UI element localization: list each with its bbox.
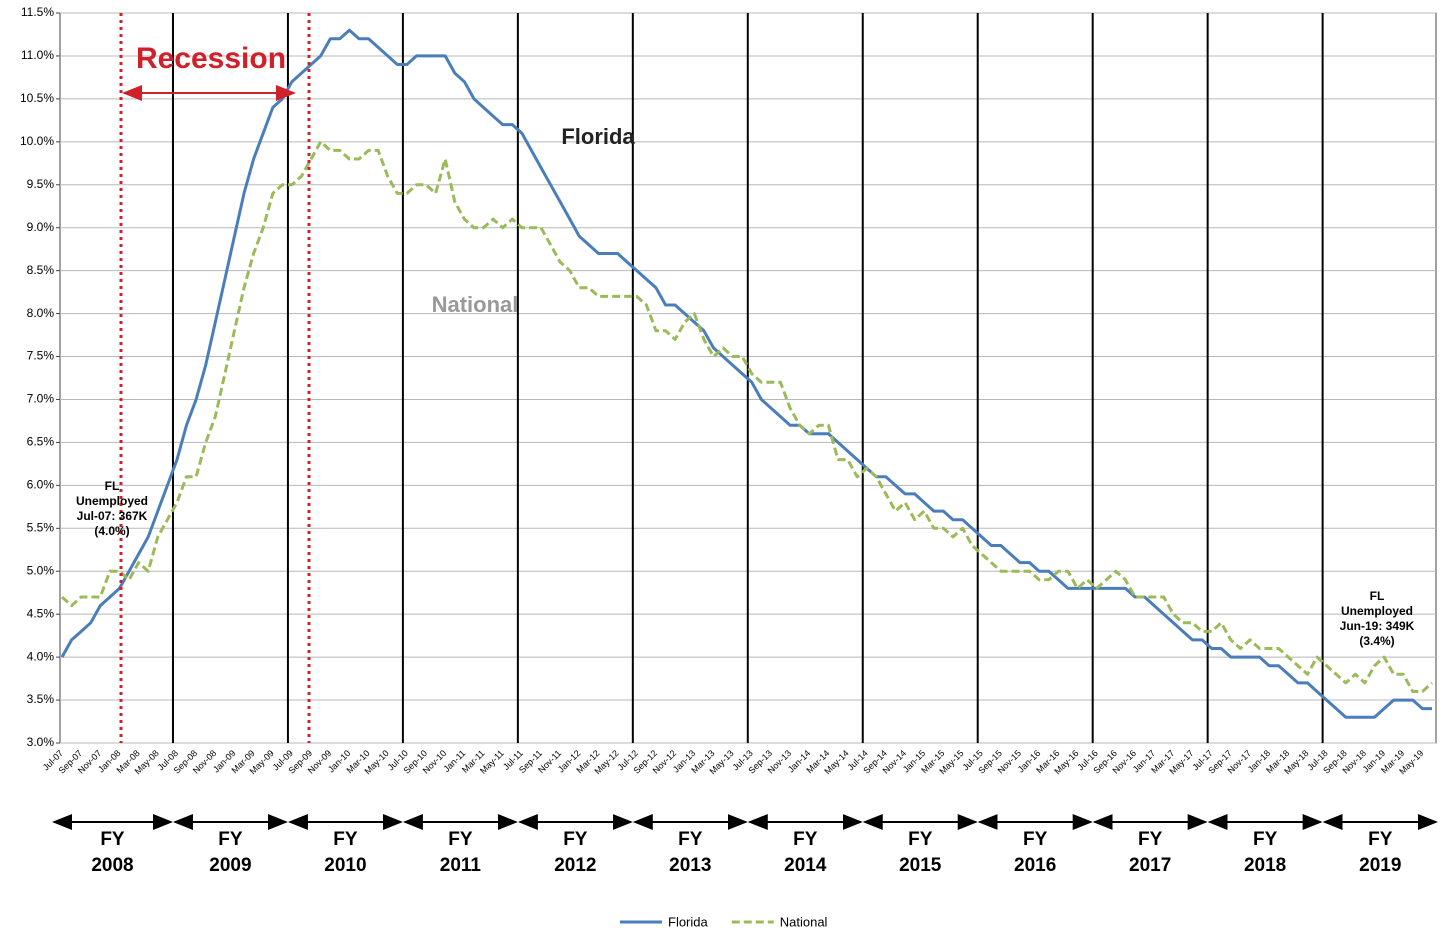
- fy-label: FY: [1023, 829, 1048, 850]
- fy-year: 2017: [1129, 855, 1171, 876]
- fy-label: FY: [1138, 829, 1163, 850]
- fy-label: FY: [218, 829, 243, 850]
- fy-label: FY: [1253, 829, 1278, 850]
- fy-label: FY: [908, 829, 933, 850]
- y-tick-label: 11.0%: [21, 48, 54, 62]
- note-line: (4.0%): [94, 524, 129, 538]
- y-tick-label: 6.0%: [27, 478, 55, 492]
- y-tick-label: 8.0%: [27, 306, 55, 320]
- y-tick-label: 5.5%: [27, 520, 55, 534]
- series-line: [60, 28, 1432, 719]
- y-tick-label: 10.5%: [20, 91, 54, 105]
- y-tick-label: 8.5%: [27, 263, 55, 277]
- fy-year: 2013: [669, 855, 711, 876]
- fy-year: 2008: [91, 855, 133, 876]
- y-tick-label: 3.0%: [27, 735, 55, 749]
- fy-year: 2019: [1359, 855, 1401, 876]
- note-line: (3.4%): [1359, 634, 1394, 648]
- fy-year: 2010: [324, 855, 366, 876]
- fy-label: FY: [1368, 829, 1393, 850]
- note-line: FL: [105, 479, 120, 493]
- note-line: Jul-07: 367K: [77, 509, 148, 523]
- y-tick-label: 6.5%: [27, 435, 55, 449]
- note-line: Jun-19: 349K: [1340, 619, 1415, 633]
- fy-year: 2018: [1244, 855, 1286, 876]
- recession-label: Recession: [136, 42, 286, 75]
- y-tick-label: 10.0%: [20, 134, 54, 148]
- fy-year: 2015: [899, 855, 942, 876]
- y-tick-label: 9.5%: [27, 177, 55, 191]
- note-line: FL: [1370, 589, 1385, 603]
- y-tick-label: 4.5%: [27, 606, 55, 620]
- fy-year: 2009: [209, 855, 251, 876]
- legend-label: Florida: [668, 914, 709, 929]
- y-tick-label: 11.5%: [21, 5, 54, 19]
- fy-label: FY: [333, 829, 358, 850]
- y-tick-label: 7.0%: [27, 392, 55, 406]
- fy-year: 2016: [1014, 855, 1056, 876]
- fy-year: 2014: [784, 855, 827, 876]
- y-tick-label: 9.0%: [27, 220, 55, 234]
- legend-label: National: [780, 914, 828, 929]
- florida-label: Florida: [561, 124, 635, 149]
- fy-year: 2011: [440, 855, 482, 876]
- fy-year: 2012: [554, 855, 596, 876]
- y-tick-label: 7.5%: [27, 349, 55, 363]
- fy-label: FY: [563, 829, 588, 850]
- fy-label: FY: [793, 829, 818, 850]
- national-label: National: [432, 292, 519, 317]
- fy-label: FY: [100, 829, 125, 850]
- note-line: Unemployed: [76, 494, 148, 508]
- fy-label: FY: [448, 829, 473, 850]
- fy-label: FY: [678, 829, 703, 850]
- y-tick-label: 3.5%: [27, 692, 55, 706]
- note-line: Unemployed: [1341, 604, 1413, 618]
- y-tick-label: 4.0%: [27, 649, 55, 663]
- y-tick-label: 5.0%: [27, 563, 55, 577]
- series-line: [60, 140, 1434, 693]
